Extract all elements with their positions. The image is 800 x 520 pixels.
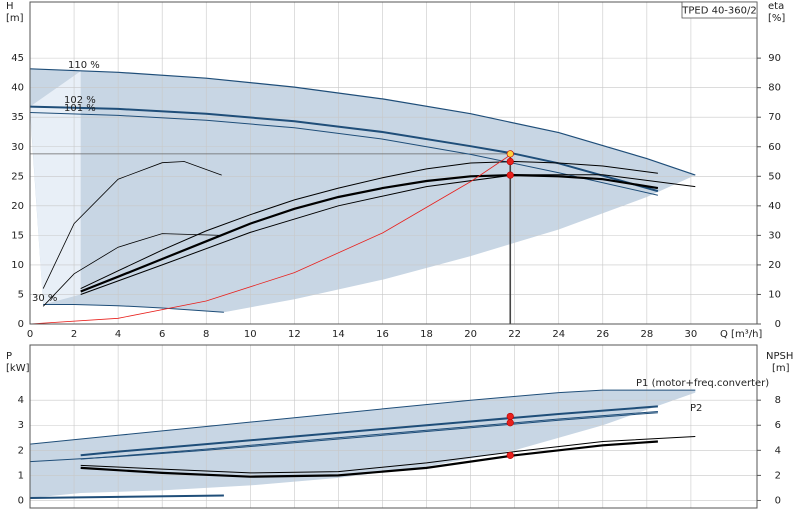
- plot-frame: [29, 1, 758, 325]
- x-tick-label: 16: [376, 329, 389, 340]
- curve: [29, 112, 659, 196]
- duty-point: [506, 412, 514, 421]
- x-tick-label: 18: [420, 329, 433, 340]
- plot-frame: [29, 344, 758, 509]
- y2-tick-label: 70: [768, 112, 781, 123]
- y2-tick-label: 6: [775, 420, 781, 431]
- y2unit-text: [m]: [772, 363, 790, 374]
- curve: [29, 154, 511, 325]
- y2-tick-label: 0: [775, 319, 781, 330]
- x-tick-label: 12: [288, 329, 301, 340]
- y2-tick-label: 20: [768, 260, 781, 271]
- ylabel-text: H: [6, 1, 14, 12]
- curve: [80, 440, 658, 478]
- y-tick-label: 15: [11, 230, 24, 241]
- y2-tick-label: 60: [768, 142, 781, 153]
- x-tick-label: 10: [244, 329, 257, 340]
- curve: [29, 494, 224, 499]
- y2label-text: eta: [768, 1, 784, 12]
- y-tick-label: 25: [11, 171, 24, 182]
- y-tick-label: 10: [11, 260, 24, 271]
- chart-title: TPED 40-360/2: [681, 6, 757, 17]
- duty-point: [506, 419, 514, 427]
- title-box: [681, 1, 758, 19]
- y-tick-label: 45: [11, 53, 24, 64]
- y-tick-label: 0: [18, 319, 24, 330]
- xlabel-text: Q [m³/h]: [720, 329, 762, 340]
- x-tick-label: 28: [640, 329, 653, 340]
- y-tick-label: 30: [11, 142, 24, 153]
- x-tick-label: 22: [508, 329, 521, 340]
- curve-label: P1 (motor+freq.converter): [636, 378, 769, 389]
- curve: [80, 174, 696, 295]
- x-tick-label: 4: [115, 329, 121, 340]
- yunit-text: [m]: [6, 13, 24, 24]
- envelope-area: [30, 68, 696, 313]
- y2-tick-label: 30: [768, 230, 781, 241]
- y2-tick-label: 40: [768, 201, 781, 212]
- curve: [29, 389, 696, 445]
- y2-tick-label: 80: [768, 83, 781, 94]
- x-tick-label: 6: [159, 329, 165, 340]
- duty-point: [506, 157, 514, 166]
- x-tick-label: 8: [203, 329, 209, 340]
- yunit-text: [kW]: [6, 363, 30, 374]
- y2label-text: NPSH: [766, 351, 793, 362]
- x-tick-label: 0: [27, 329, 33, 340]
- duty-point: [506, 150, 514, 158]
- curve: [42, 233, 222, 307]
- curve-label: 30 %: [32, 293, 57, 304]
- y2-tick-label: 0: [775, 495, 781, 506]
- y-tick-label: 20: [11, 201, 24, 212]
- y-tick-label: 0: [18, 495, 24, 506]
- y-tick-label: 4: [18, 395, 24, 406]
- x-tick-label: 30: [685, 329, 698, 340]
- envelope-area: [30, 71, 81, 305]
- y-tick-label: 2: [18, 445, 24, 456]
- x-tick-label: 26: [596, 329, 609, 340]
- curve: [43, 304, 224, 313]
- y2-tick-label: 2: [775, 470, 781, 481]
- curve: [80, 405, 658, 457]
- y-tick-label: 3: [18, 420, 24, 431]
- x-tick-label: 2: [71, 329, 77, 340]
- y-tick-label: 5: [18, 289, 24, 300]
- x-tick-label: 14: [332, 329, 345, 340]
- duty-point: [506, 171, 514, 179]
- curve-label: P2: [690, 403, 702, 414]
- curve: [29, 412, 658, 463]
- y-tick-label: 1: [18, 470, 24, 481]
- curve: [80, 173, 659, 293]
- curve: [80, 436, 696, 474]
- x-tick-label: 20: [464, 329, 477, 340]
- curve-label: 110 %: [68, 60, 100, 71]
- y2-tick-label: 4: [775, 445, 781, 456]
- y2-tick-label: 10: [768, 289, 781, 300]
- duty-point: [506, 451, 514, 459]
- curve-label: 102 %: [64, 95, 96, 106]
- ylabel-text: P: [6, 351, 12, 362]
- curve: [42, 161, 222, 289]
- curve: [29, 68, 696, 176]
- y2-tick-label: 50: [768, 171, 781, 182]
- y2-tick-label: 8: [775, 395, 781, 406]
- y-tick-label: 35: [11, 112, 24, 123]
- curve: [80, 160, 658, 290]
- curve: [80, 411, 658, 460]
- curve-label: 101 %: [64, 103, 96, 114]
- x-tick-label: 24: [552, 329, 565, 340]
- curve: [29, 105, 659, 193]
- y2-tick-label: 90: [768, 53, 781, 64]
- y2unit-text: [%]: [768, 13, 785, 24]
- y-tick-label: 40: [11, 83, 24, 94]
